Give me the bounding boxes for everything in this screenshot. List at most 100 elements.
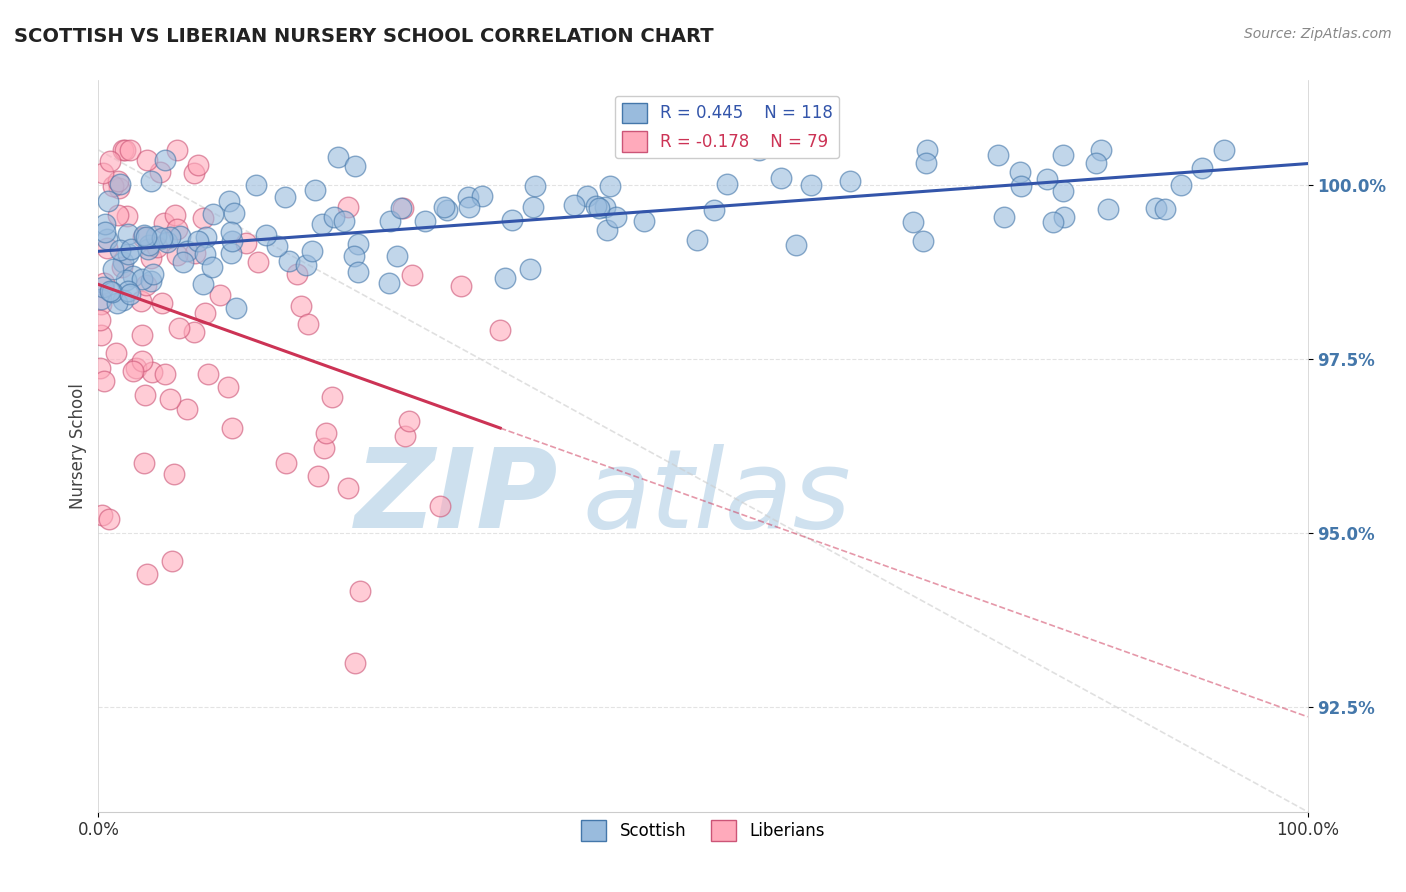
Point [333,214,356,228]
Point [139,252,162,266]
Point [218,194,240,209]
Point [96,232,118,246]
Text: SCOTTISH VS LIBERIAN NURSERY SCHOOL CORRELATION CHART: SCOTTISH VS LIBERIAN NURSERY SCHOOL CORR… [14,27,714,45]
Text: Source: ZipAtlas.com: Source: ZipAtlas.com [1244,27,1392,41]
Point [125,360,148,375]
Point [294,259,316,273]
Point [1053,211,1076,225]
Point [195,229,218,244]
Point [139,174,162,188]
Point [135,153,157,168]
Point [1010,165,1032,179]
Point [96,241,118,255]
Point [585,199,607,213]
Point [599,179,621,194]
Point [588,201,610,215]
Point [93,165,115,179]
Point [519,262,541,277]
Point [633,214,655,228]
Point [122,268,145,283]
Point [1052,185,1074,199]
Point [131,353,153,368]
Point [297,318,319,332]
Point [344,656,367,670]
Point [217,380,239,394]
Point [89,361,111,376]
Point [193,277,215,291]
Point [246,255,269,269]
Point [135,278,157,293]
Point [107,174,129,188]
Point [235,236,257,251]
Point [401,268,423,282]
Point [101,285,124,300]
Point [194,247,217,261]
Point [146,240,169,254]
Point [94,225,117,239]
Point [436,202,458,217]
Point [145,229,167,244]
Point [785,238,807,252]
Point [159,229,181,244]
Point [311,217,333,231]
Point [138,237,160,252]
Point [187,158,209,172]
Point [346,237,368,252]
Point [135,229,157,244]
Point [562,198,585,212]
Point [169,320,191,334]
Point [134,388,156,402]
Point [524,179,547,194]
Point [122,364,145,378]
Point [131,327,153,342]
Point [1036,172,1059,186]
Point [117,227,139,241]
Point [129,293,152,308]
Point [89,313,111,327]
Point [770,171,793,186]
Point [912,234,935,248]
Point [1052,148,1074,162]
Point [105,296,128,310]
Point [576,189,599,203]
Point [114,143,136,157]
Point [1170,178,1192,192]
Point [387,249,409,263]
Point [159,392,181,407]
Point [176,402,198,417]
Point [321,391,343,405]
Point [315,425,337,440]
Point [149,165,172,179]
Point [150,295,173,310]
Point [153,367,176,381]
Point [1097,202,1119,216]
Point [138,243,160,257]
Point [380,214,402,228]
Point [392,201,415,215]
Point [1010,179,1032,194]
Point [152,231,174,245]
Point [596,223,619,237]
Point [101,179,124,194]
Point [343,249,366,263]
Point [166,248,188,262]
Point [304,183,326,197]
Point [114,273,136,287]
Point [111,260,134,275]
Point [290,299,312,313]
Point [278,254,301,268]
Point [219,225,242,239]
Point [993,211,1015,225]
Point [97,194,120,208]
Point [194,306,217,320]
Point [97,512,120,526]
Point [117,284,139,298]
Point [108,180,131,194]
Point [202,207,225,221]
Point [136,566,159,581]
Point [155,235,177,249]
Point [685,233,707,247]
Point [131,272,153,286]
Point [112,255,135,269]
Point [254,228,277,243]
